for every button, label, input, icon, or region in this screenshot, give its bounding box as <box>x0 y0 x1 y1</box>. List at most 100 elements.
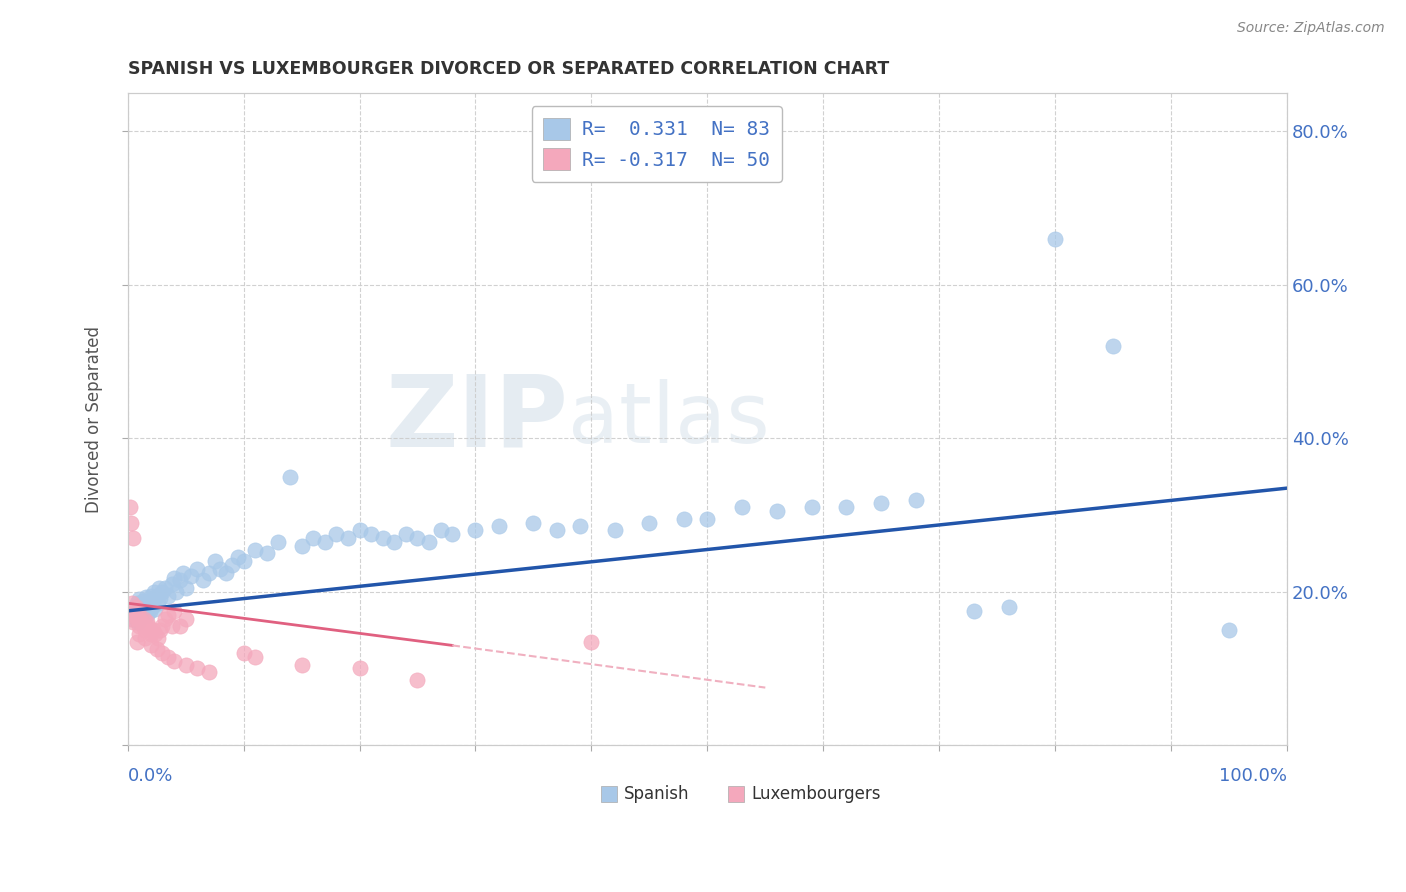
Point <box>169 619 191 633</box>
Point <box>1043 232 1066 246</box>
Point <box>122 531 145 545</box>
Point <box>118 611 141 625</box>
Point <box>546 524 568 538</box>
Point <box>174 657 197 672</box>
Point <box>673 512 696 526</box>
Point <box>138 604 160 618</box>
Point <box>148 581 170 595</box>
Point <box>131 601 153 615</box>
Point <box>153 611 176 625</box>
Point <box>603 524 626 538</box>
Point <box>325 527 347 541</box>
Point <box>180 569 202 583</box>
Point <box>197 566 219 580</box>
Point <box>149 591 172 605</box>
Point <box>169 573 191 587</box>
Point <box>134 631 156 645</box>
Point <box>172 566 194 580</box>
Point <box>232 554 254 568</box>
Point <box>406 673 429 687</box>
Point <box>360 527 382 541</box>
Point <box>174 581 197 595</box>
Point <box>731 500 754 515</box>
Point <box>278 469 301 483</box>
Point <box>125 600 148 615</box>
Point <box>125 607 148 622</box>
Point <box>215 566 238 580</box>
Point <box>139 589 162 603</box>
Point <box>418 534 440 549</box>
Text: Spanish: Spanish <box>624 785 689 803</box>
Point <box>905 492 928 507</box>
Point <box>395 527 418 541</box>
Point <box>145 589 167 603</box>
Point <box>124 600 146 615</box>
Point <box>120 516 142 530</box>
Point <box>138 619 160 633</box>
Point <box>766 504 789 518</box>
Point <box>128 604 150 618</box>
Point <box>568 519 591 533</box>
Point <box>136 615 159 630</box>
Point <box>696 512 718 526</box>
Point <box>131 594 153 608</box>
Point <box>129 611 152 625</box>
Point <box>118 500 141 515</box>
Point <box>226 550 249 565</box>
Point <box>209 562 232 576</box>
Point <box>290 657 312 672</box>
Point <box>145 627 167 641</box>
Point <box>221 558 243 572</box>
Point <box>1218 623 1240 637</box>
Point <box>150 584 173 599</box>
Point <box>163 571 186 585</box>
Point <box>121 596 143 610</box>
Point <box>186 562 208 576</box>
Point <box>150 619 173 633</box>
Text: Luxembourgers: Luxembourgers <box>751 785 882 803</box>
Point <box>125 634 148 648</box>
Point <box>163 604 186 618</box>
Text: ZIP: ZIP <box>385 370 568 467</box>
Point <box>800 500 823 515</box>
Point <box>125 596 148 610</box>
Point <box>157 607 180 622</box>
Point <box>157 649 180 664</box>
Point <box>336 531 359 545</box>
Point <box>134 599 156 613</box>
Point <box>128 627 150 641</box>
Point <box>122 611 145 625</box>
Point <box>128 619 150 633</box>
Point <box>134 623 156 637</box>
Point <box>153 581 176 595</box>
Point <box>139 639 162 653</box>
Point <box>149 623 172 637</box>
Point <box>120 604 142 618</box>
Point <box>160 577 183 591</box>
Point <box>638 516 661 530</box>
Point <box>138 596 160 610</box>
Point <box>302 531 325 545</box>
Point <box>131 615 153 630</box>
Point <box>125 611 148 625</box>
Point <box>143 584 166 599</box>
Point <box>142 623 165 637</box>
Text: atlas: atlas <box>568 378 770 459</box>
Point <box>160 619 183 633</box>
Point <box>290 539 312 553</box>
Point <box>191 573 214 587</box>
Point <box>136 607 159 622</box>
Point <box>145 601 167 615</box>
Point <box>150 646 173 660</box>
Point <box>139 627 162 641</box>
Text: Source: ZipAtlas.com: Source: ZipAtlas.com <box>1237 21 1385 35</box>
Point <box>464 524 486 538</box>
Point <box>406 531 429 545</box>
Point <box>142 592 165 607</box>
Point <box>157 589 180 603</box>
Point <box>835 500 858 515</box>
Point <box>998 600 1021 615</box>
Point <box>141 600 163 615</box>
Point <box>132 611 155 625</box>
Point <box>522 516 544 530</box>
